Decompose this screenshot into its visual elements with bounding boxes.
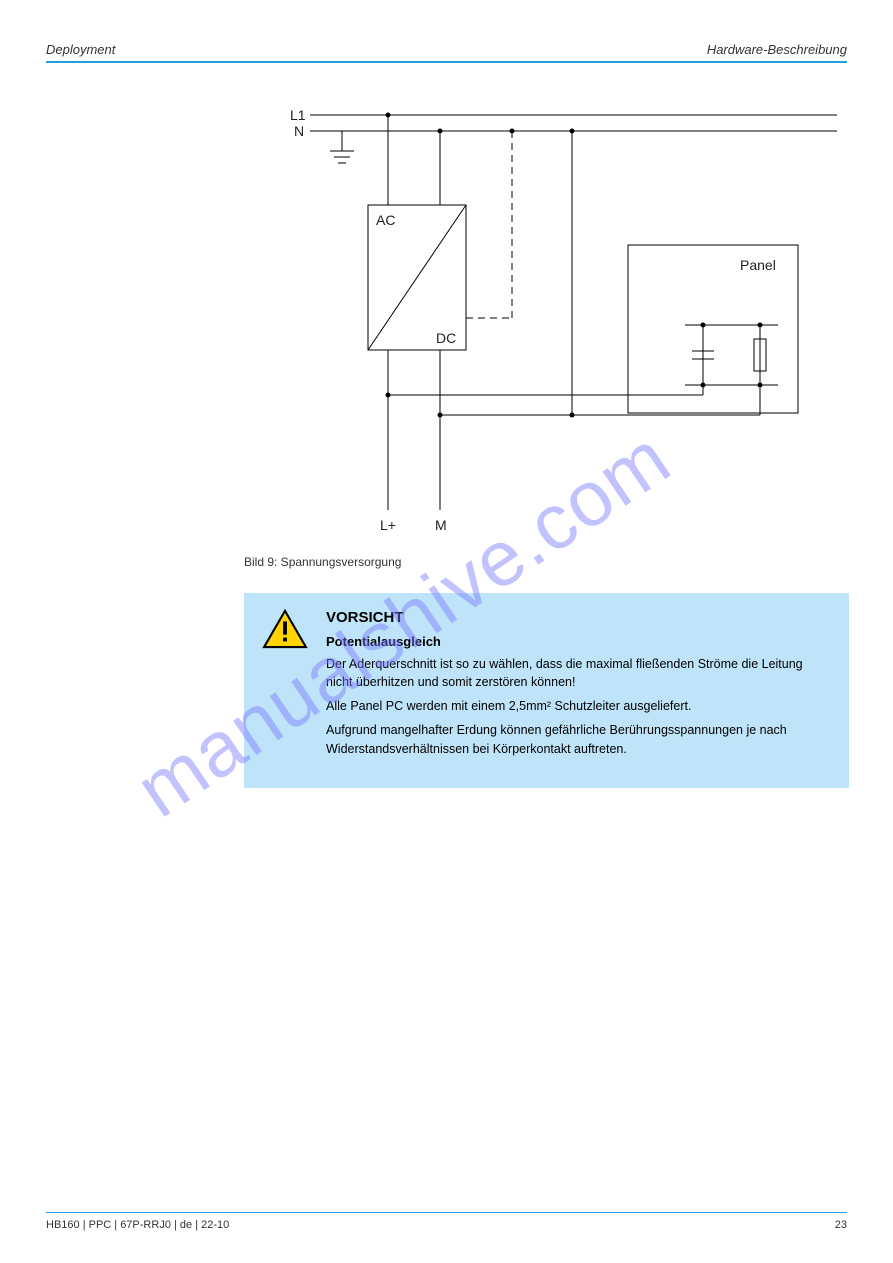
panel-label: Panel [740, 257, 776, 273]
rail-label-l1: L1 [290, 107, 306, 123]
notice-line: Der Aderquerschnitt ist so zu wählen, da… [326, 655, 831, 691]
notice-box: VORSICHT Potentialausgleich Der Aderquer… [244, 593, 849, 788]
page-footer: HB160 | PPC | 67P-RRJ0 | de | 22-10 23 [46, 1212, 847, 1231]
footer-page-number: 23 [835, 1219, 847, 1231]
notice-line: Aufgrund mangelhafter Erdung können gefä… [326, 721, 831, 757]
output-lplus-label: L+ [380, 517, 396, 533]
notice-title: VORSICHT [326, 609, 831, 626]
converter-ac-label: AC [376, 212, 395, 228]
warning-icon [262, 609, 308, 654]
figure-caption: Bild 9: Spannungsversorgung [244, 555, 401, 569]
notice-line: Alle Panel PC werden mit einem 2,5mm² Sc… [326, 697, 831, 715]
header-left: Deployment [46, 42, 115, 57]
rail-label-n: N [294, 123, 304, 139]
converter-dc-label: DC [436, 330, 456, 346]
notice-subtitle: Potentialausgleich [326, 634, 831, 649]
header-right: Hardware-Beschreibung [707, 42, 847, 57]
footer-left: HB160 | PPC | 67P-RRJ0 | de | 22-10 [46, 1219, 229, 1231]
circuit-diagram: L1 N AC DC L+ M [280, 95, 840, 535]
output-m-label: M [435, 517, 447, 533]
